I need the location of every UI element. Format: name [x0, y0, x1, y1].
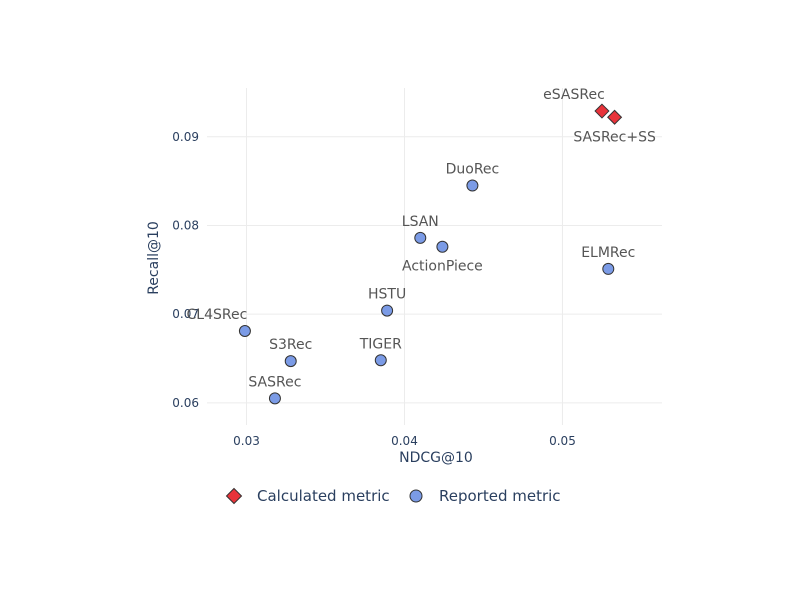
- point-label: TIGER: [359, 336, 402, 352]
- legend-diamond-marker: [225, 487, 243, 505]
- reported-metric-point: [436, 240, 449, 253]
- x-tick-label: 0.03: [233, 434, 260, 448]
- axis-ticks: 0.03 0.04 0.05 0.06 0.07 0.08 0.09: [172, 130, 576, 448]
- reported-metric-point: [238, 324, 251, 337]
- reported-metric-point: [414, 231, 427, 244]
- point-label: LSAN: [402, 214, 439, 230]
- y-tick-label: 0.08: [172, 218, 199, 232]
- point-label: ActionPiece: [402, 259, 483, 275]
- reported-metric-point: [381, 304, 394, 317]
- legend-item: Calculated metric: [225, 487, 390, 505]
- reported-metric-point: [284, 355, 297, 368]
- point-label: SASRec+SS: [573, 129, 656, 145]
- y-tick-label: 0.09: [172, 130, 199, 144]
- legend: Calculated metric Reported metric: [225, 487, 561, 505]
- grid-lines: [207, 88, 662, 425]
- reported-metric-point: [466, 179, 479, 192]
- x-tick-label: 0.04: [391, 434, 418, 448]
- calculated-metric-point: [594, 103, 610, 119]
- point-label: HSTU: [368, 287, 406, 303]
- y-tick-label: 0.07: [172, 307, 199, 321]
- legend-item: Reported metric: [409, 487, 561, 505]
- x-axis-title: NDCG@10: [399, 450, 473, 466]
- y-axis-title: Recall@10: [146, 221, 162, 295]
- reported-metric-point: [602, 262, 615, 275]
- x-tick-label: 0.05: [549, 434, 576, 448]
- legend-label: Calculated metric: [257, 487, 390, 505]
- legend-circle-marker: [409, 489, 423, 503]
- legend-label: Reported metric: [439, 487, 561, 505]
- point-label: SASRec: [248, 374, 301, 390]
- point-label: DuoRec: [446, 162, 500, 178]
- point-label: ELMRec: [581, 245, 635, 261]
- reported-metric-point: [268, 392, 281, 405]
- reported-metric-point: [374, 354, 387, 367]
- point-labels: eSASRec SASRec+SS DuoRec LSAN ActionPiece ELM…: [187, 87, 656, 390]
- data-points: [238, 103, 623, 405]
- point-label: CL4SRec: [187, 307, 248, 323]
- y-tick-label: 0.06: [172, 396, 199, 410]
- point-label: eSASRec: [543, 87, 605, 103]
- calculated-metric-point: [607, 109, 623, 125]
- point-label: S3Rec: [269, 337, 312, 353]
